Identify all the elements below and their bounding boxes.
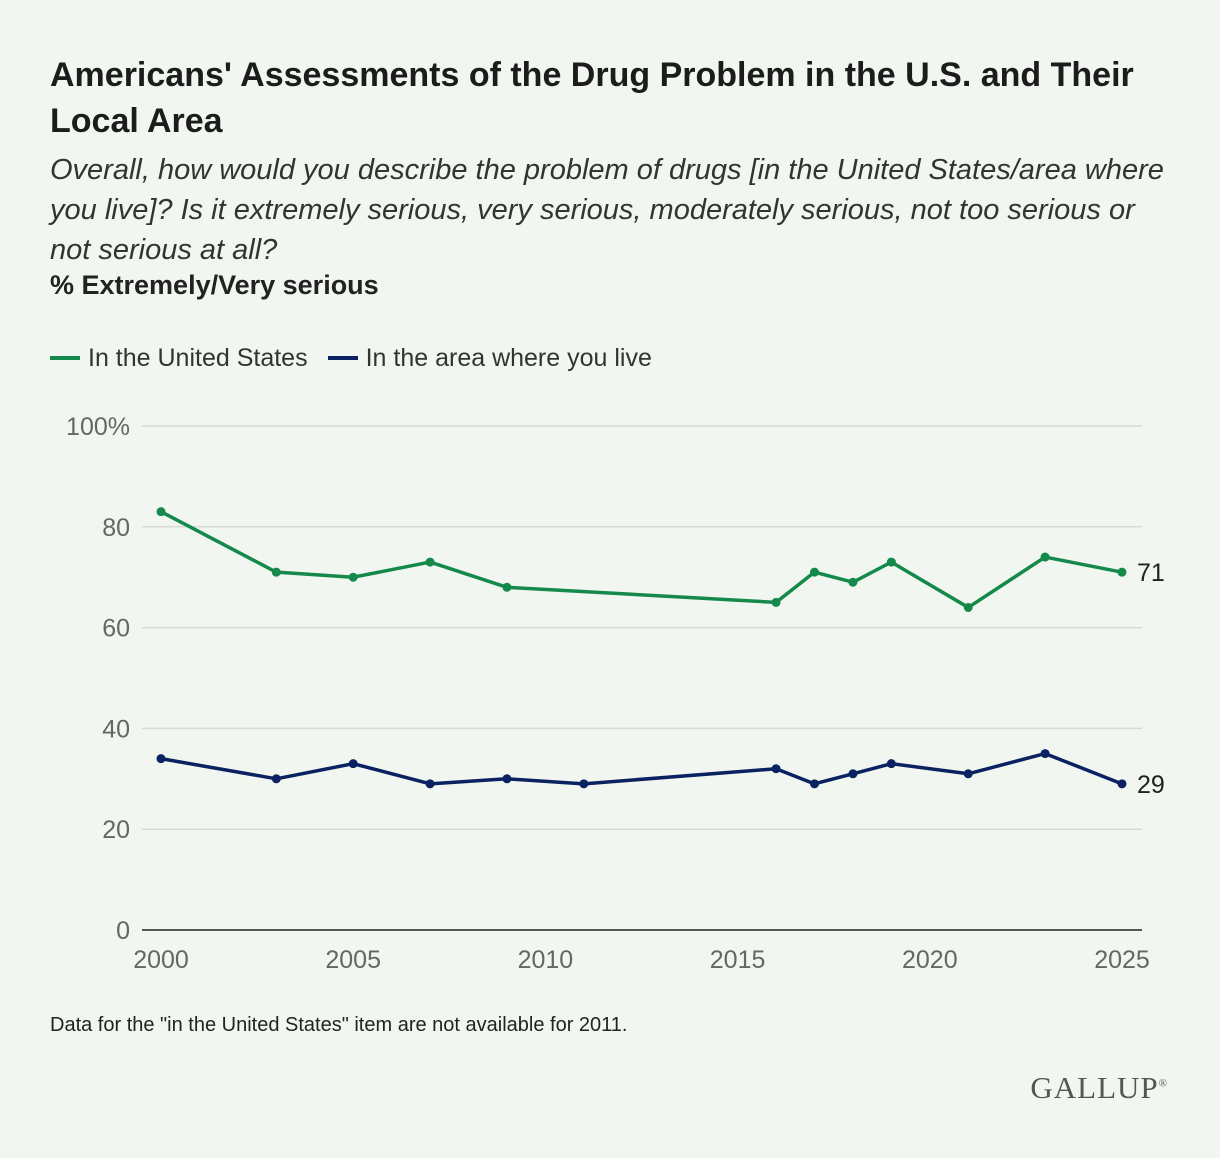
- series-group: 71 29: [156, 507, 1165, 799]
- gridlines: [142, 425, 1142, 931]
- y-tick-label-60: 60: [102, 615, 130, 643]
- y-tick-label-80: 80: [102, 514, 130, 542]
- data-point-us-2005: [348, 572, 358, 582]
- y-tick-label-20: 20: [102, 816, 130, 844]
- legend-swatch-us: [50, 356, 80, 360]
- data-point-local-2023: [1040, 749, 1050, 759]
- data-point-us-2018: [848, 577, 858, 587]
- legend-label-us: In the United States: [88, 343, 308, 372]
- footnote: Data for the "in the United States" item…: [50, 1014, 628, 1036]
- data-point-local-2018: [848, 769, 858, 779]
- x-tick-label-2020: 2020: [902, 946, 958, 974]
- series-line-local: [159, 751, 1124, 786]
- end-label-us: 71: [1137, 559, 1165, 587]
- data-point-local-2007: [425, 779, 435, 789]
- end-label-local: 29: [1137, 771, 1165, 799]
- y-tick-labels: 0 20 40 60 80 100%: [66, 413, 130, 945]
- data-point-local-2019: [886, 759, 896, 769]
- data-point-us-2000: [156, 507, 166, 517]
- data-point-us-2017: [809, 567, 819, 577]
- data-point-local-2011: [579, 779, 589, 789]
- data-point-local-2003: [271, 774, 281, 784]
- registered-mark: ®: [1158, 1077, 1168, 1090]
- x-tick-label-2005: 2005: [325, 946, 381, 974]
- data-point-local-2021: [963, 769, 973, 779]
- legend-item-us: In the United States: [50, 344, 308, 373]
- y-tick-label-100: 100%: [66, 413, 130, 441]
- data-point-us-2016: [771, 597, 781, 607]
- chart-subtitle: Overall, how would you describe the prob…: [50, 154, 1164, 266]
- series-line-us: [159, 509, 1124, 610]
- data-point-us-2003: [271, 567, 281, 577]
- legend-item-local: In the area where you live: [327, 343, 652, 373]
- data-point-us-2007: [425, 557, 435, 567]
- data-point-local-2009: [502, 774, 512, 784]
- data-point-local-2000: [156, 754, 166, 764]
- data-point-local-2016: [771, 764, 781, 774]
- data-point-us-2025: [1117, 567, 1127, 577]
- data-point-local-2025: [1117, 779, 1127, 789]
- data-point-local-2017: [809, 779, 819, 789]
- chart-title: Americans' Assessments of the Drug Probl…: [50, 56, 1134, 140]
- legend: In the United States In the area where y…: [50, 340, 672, 376]
- y-tick-label-0: 0: [116, 917, 130, 945]
- data-point-us-2023: [1040, 552, 1050, 562]
- data-point-local-2005: [348, 759, 358, 769]
- data-point-us-2021: [963, 602, 973, 612]
- x-tick-label-2000: 2000: [133, 946, 189, 974]
- brand-text: GALLUP: [1030, 1070, 1159, 1105]
- x-tick-label-2015: 2015: [710, 946, 766, 974]
- legend-label-local: In the area where you live: [365, 343, 652, 372]
- data-point-us-2009: [502, 582, 512, 592]
- legend-swatch-local: [327, 356, 358, 360]
- gallup-logo: GALLUP®: [1030, 1070, 1168, 1106]
- x-tick-label-2025: 2025: [1094, 946, 1150, 974]
- data-point-us-2019: [886, 557, 896, 567]
- x-tick-labels: 2000 2005 2010 2015 2020 2025: [133, 946, 1150, 974]
- measure-label: % Extremely/Very serious: [50, 270, 379, 300]
- x-tick-label-2010: 2010: [518, 946, 574, 974]
- y-tick-label-40: 40: [102, 715, 130, 743]
- line-chart: 0 20 40 60 80 100% 2000 2005 2010 2015 2020 2025 7…: [66, 413, 1165, 974]
